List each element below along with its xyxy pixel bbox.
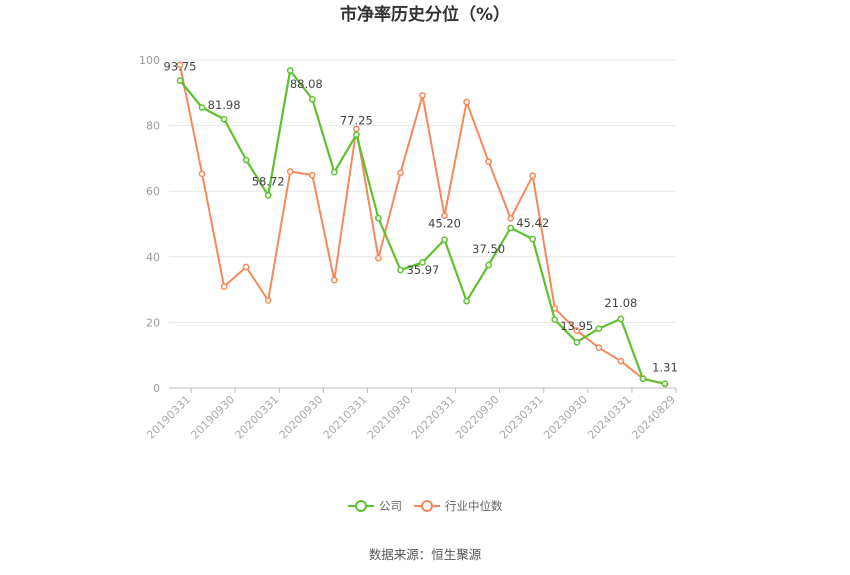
company-point[interactable] xyxy=(375,214,382,222)
series-layer xyxy=(176,61,669,388)
industry-median-point[interactable] xyxy=(176,61,184,69)
company-point[interactable] xyxy=(286,67,294,74)
company-point[interactable] xyxy=(529,235,537,243)
axis-layer: 0 20 40 60 80 100 2019033120190930202003312020… xyxy=(139,54,678,442)
data-label: 88.08 xyxy=(290,77,323,91)
industry-median-point[interactable] xyxy=(397,169,404,177)
data-label: 1.31 xyxy=(652,361,678,375)
y-tick-label: 40 xyxy=(146,251,160,264)
data-label: 37.50 xyxy=(472,242,505,256)
grid-layer xyxy=(169,59,676,323)
industry-median-point[interactable] xyxy=(220,283,228,290)
data-label: 35.97 xyxy=(406,263,439,277)
industry-median-point[interactable] xyxy=(242,263,250,271)
data-label: 21.08 xyxy=(604,296,637,310)
industry-median-point[interactable] xyxy=(441,212,448,220)
data-label: 81.98 xyxy=(208,98,241,112)
company-point[interactable] xyxy=(507,224,515,232)
industry-median-point[interactable] xyxy=(507,215,515,222)
data-label: 93.75 xyxy=(164,60,197,74)
company-point[interactable] xyxy=(264,192,272,199)
x-tick-label: 20200331 xyxy=(233,393,282,442)
data-label: 77.25 xyxy=(340,114,373,128)
company-point[interactable] xyxy=(639,375,647,383)
y-tick-label: 20 xyxy=(146,316,160,329)
x-tick-label: 20210930 xyxy=(365,393,414,442)
x-tick-label: 20190930 xyxy=(188,393,237,442)
x-tick-label: 20220930 xyxy=(453,393,502,442)
industry-median-point[interactable] xyxy=(463,98,470,106)
industry-median-point[interactable] xyxy=(264,297,272,304)
industry-median-point[interactable] xyxy=(286,168,294,175)
industry-median-point[interactable] xyxy=(419,92,426,99)
industry-median-point[interactable] xyxy=(198,170,206,178)
x-tick-label: 20230331 xyxy=(497,393,546,442)
chart-title: 市净率历史分位（%） xyxy=(340,4,510,25)
industry-median-line xyxy=(179,64,666,386)
x-tick-label: 20240331 xyxy=(585,393,634,442)
y-tick-label: 80 xyxy=(146,120,160,133)
company-point[interactable] xyxy=(308,95,316,103)
industry-median-point[interactable] xyxy=(485,158,492,166)
industry-median-point[interactable] xyxy=(375,254,382,262)
legend-label: 公司 xyxy=(379,499,402,513)
x-tick-label: 20230930 xyxy=(541,393,590,442)
x-tick-label: 20200930 xyxy=(277,393,326,442)
data-label: 58.72 xyxy=(252,174,285,188)
data-label: 45.20 xyxy=(428,217,461,231)
x-tick-label: 20210331 xyxy=(321,393,370,442)
legend-item-industry-median[interactable]: 行业中位数 xyxy=(414,499,503,513)
source-note: 数据来源：恒生聚源 xyxy=(369,547,482,562)
company-point[interactable] xyxy=(176,77,184,84)
industry-median-point[interactable] xyxy=(330,276,338,284)
company-point[interactable] xyxy=(198,104,206,111)
company-point[interactable] xyxy=(397,266,404,274)
company-point[interactable] xyxy=(220,115,228,123)
x-tick-label: 20220331 xyxy=(409,393,458,442)
legend-swatch-marker xyxy=(355,500,367,512)
legend-item-company[interactable]: 公司 xyxy=(348,499,402,513)
data-label: 13.95 xyxy=(560,319,593,333)
legend-swatch-marker xyxy=(421,500,433,512)
data-label-layer: 93.75 81.98 58.72 88.08 77.25 35.97 45.20 37.50… xyxy=(164,60,678,375)
y-tick-label: 0 xyxy=(153,382,160,395)
company-point[interactable] xyxy=(573,338,581,346)
legend-label: 行业中位数 xyxy=(445,499,503,513)
company-line xyxy=(179,69,666,385)
industry-median-point[interactable] xyxy=(595,344,603,352)
x-tick-label: 20240829 xyxy=(629,393,678,442)
industry-median-point[interactable] xyxy=(617,357,625,365)
company-point[interactable] xyxy=(441,236,448,244)
company-point[interactable] xyxy=(595,325,603,332)
company-point[interactable] xyxy=(485,261,492,269)
y-tick-label: 100 xyxy=(139,54,160,67)
company-point[interactable] xyxy=(661,380,669,388)
industry-median-point[interactable] xyxy=(529,172,537,180)
company-point[interactable] xyxy=(419,259,426,266)
x-tick-label: 20190331 xyxy=(144,393,193,442)
company-point[interactable] xyxy=(353,131,360,138)
company-point[interactable] xyxy=(242,156,250,164)
y-tick-label: 60 xyxy=(146,185,160,198)
company-point[interactable] xyxy=(617,315,625,323)
company-point[interactable] xyxy=(551,316,559,324)
company-point[interactable] xyxy=(330,168,338,176)
data-label: 45.42 xyxy=(516,216,549,230)
company-point[interactable] xyxy=(463,297,470,305)
legend[interactable]: 公司 行业中位数 xyxy=(348,499,503,513)
industry-median-point[interactable] xyxy=(308,171,316,179)
industry-median-point[interactable] xyxy=(573,327,581,334)
